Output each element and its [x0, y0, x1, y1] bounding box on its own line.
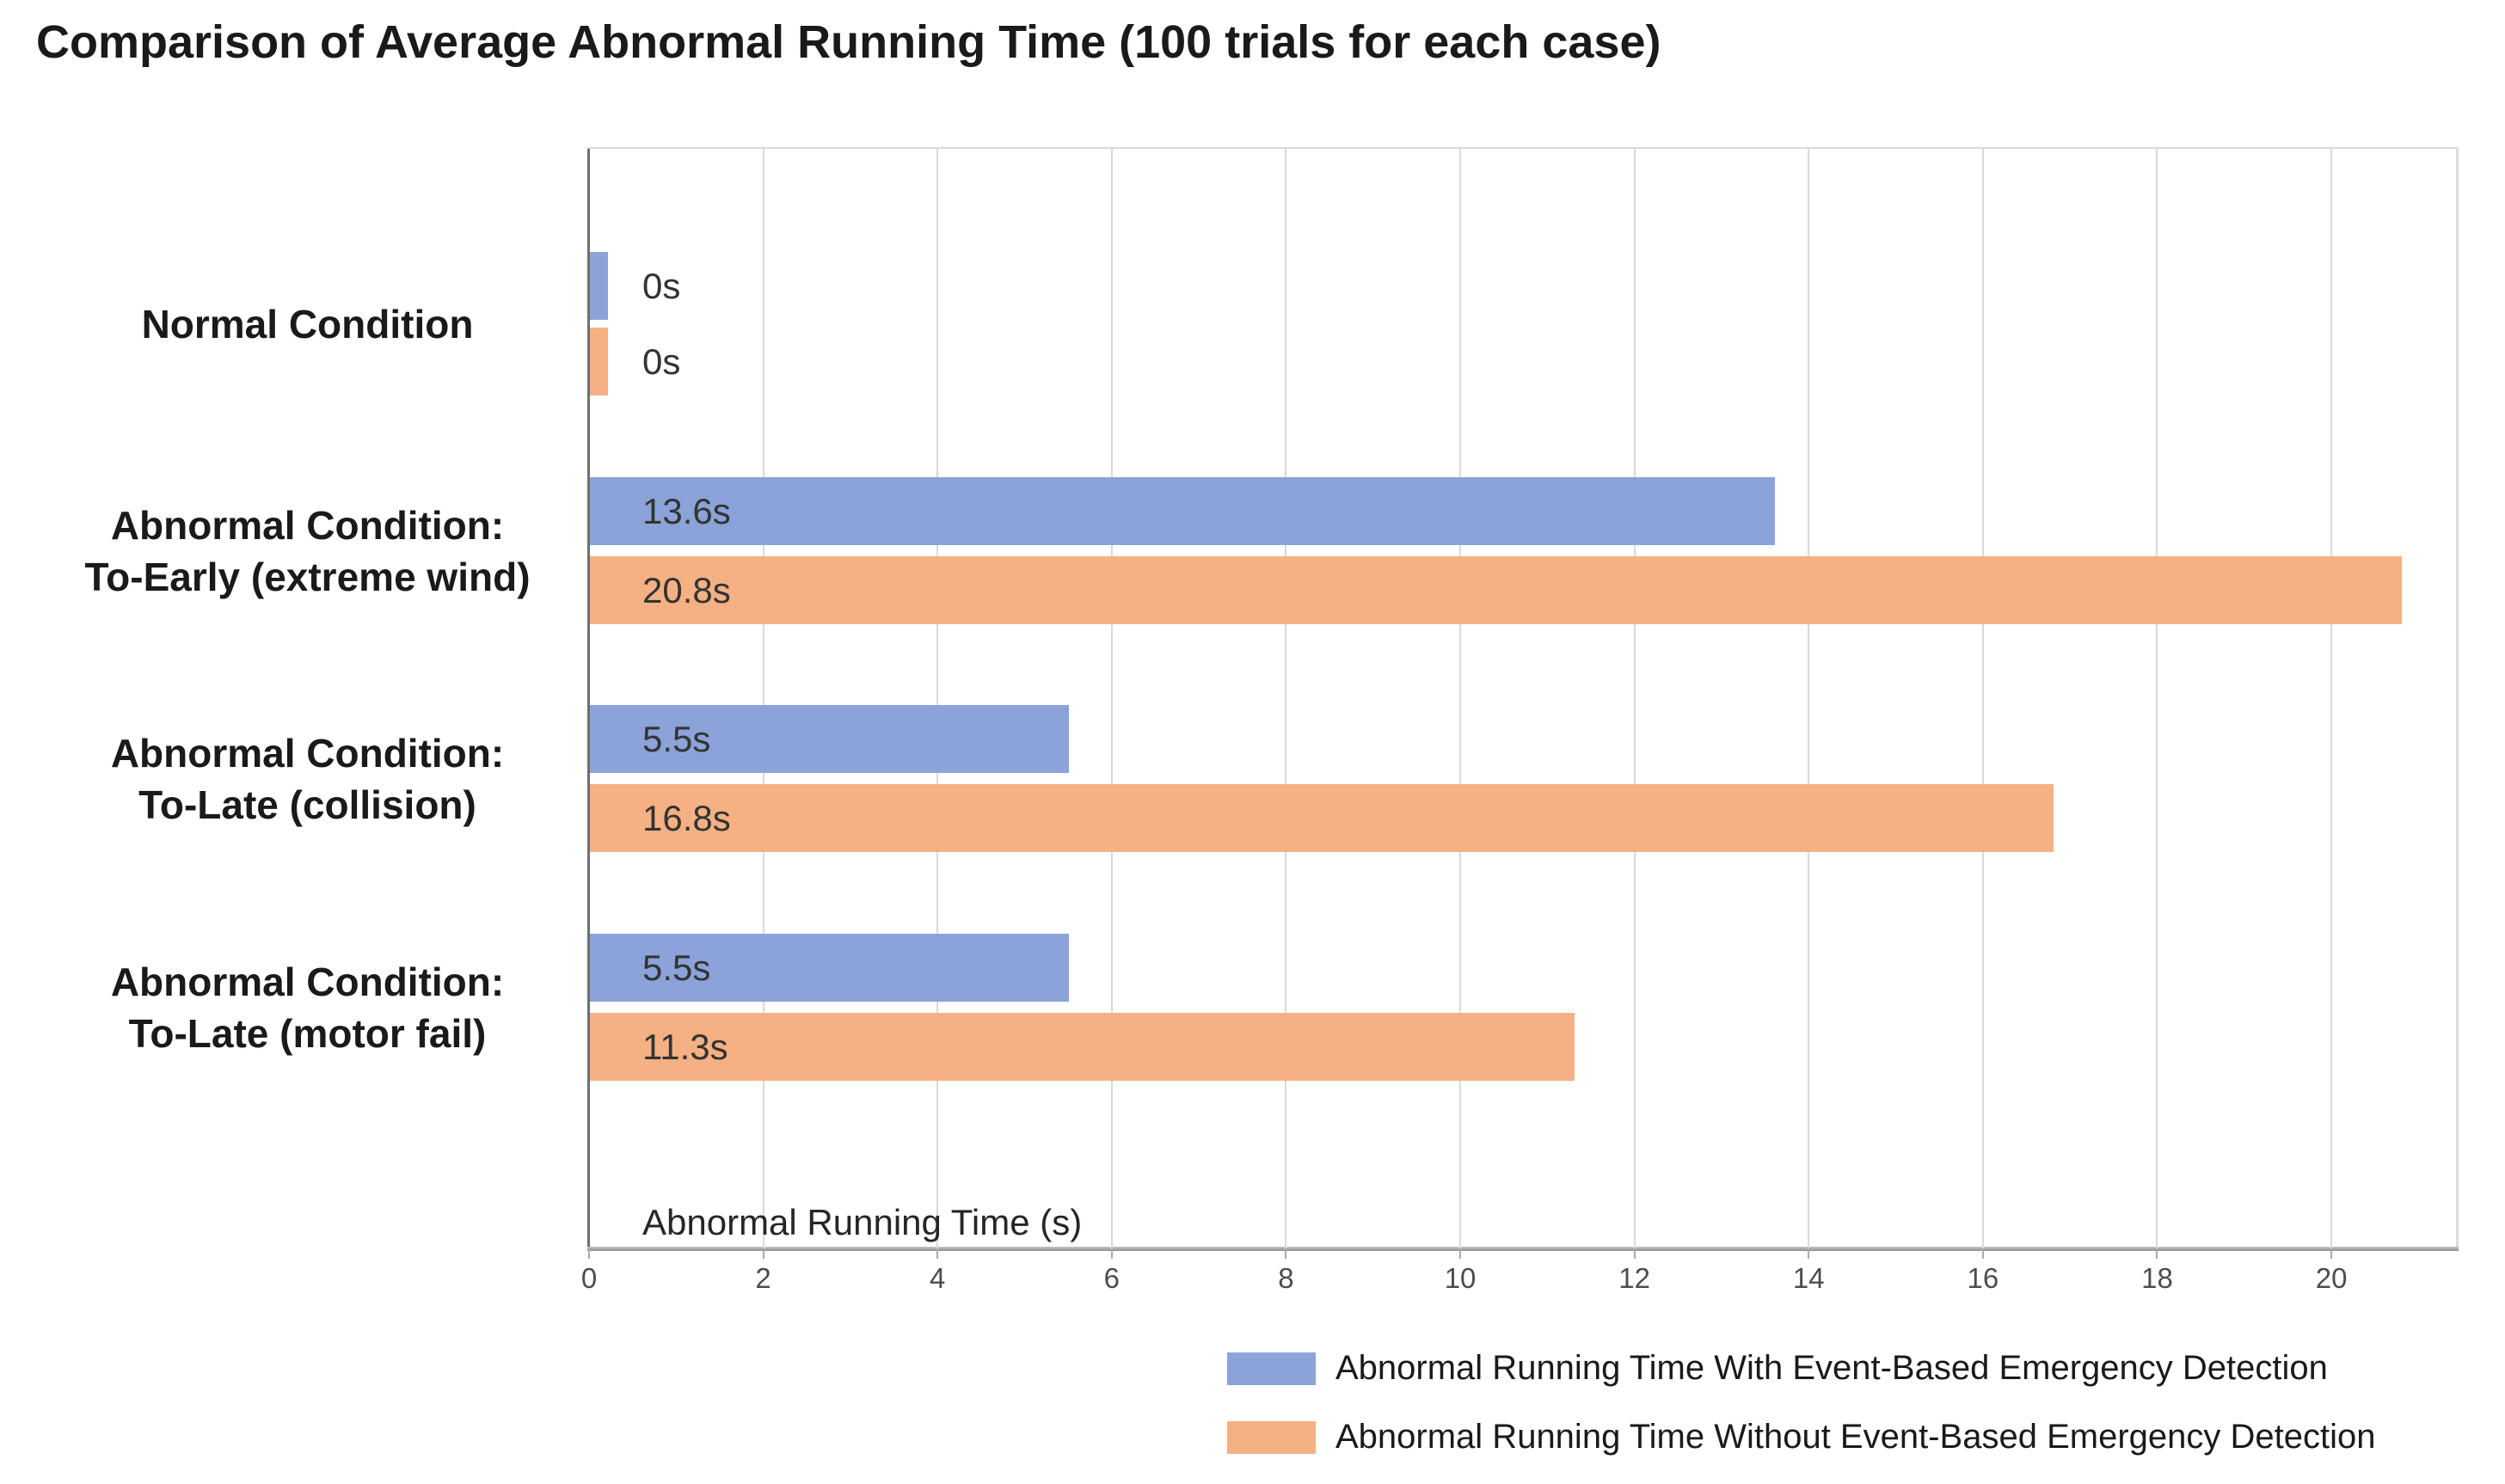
category-label-line: Abnormal Condition:	[110, 730, 505, 776]
bar-value-label: 5.5s	[642, 947, 711, 988]
bar-value-label: 11.3s	[642, 1026, 728, 1067]
gridline-10	[1459, 149, 1462, 1248]
gridline-6	[1110, 149, 1113, 1248]
plot-border-right	[2456, 147, 2459, 1248]
legend-item-without-detection: Abnormal Running Time Without Event-Base…	[1227, 1418, 2375, 1456]
tick-label-16: 16	[1967, 1262, 1999, 1294]
bar-value-label: 5.5s	[642, 718, 711, 759]
legend: Abnormal Running Time With Event-Based E…	[1227, 1349, 2375, 1456]
tick-label-8: 8	[1278, 1262, 1294, 1294]
gridline-14	[1808, 149, 1810, 1248]
bar-without-detection-2	[590, 784, 2054, 852]
tick-mark-12	[1633, 1248, 1636, 1259]
category-label-line: To-Early (extreme wind)	[84, 554, 531, 599]
gridline-18	[2156, 149, 2158, 1248]
bar-with-detection-1	[590, 477, 1775, 545]
bar-without-detection-3	[590, 1013, 1575, 1081]
gridline-2	[762, 149, 764, 1248]
gridline-4	[936, 149, 939, 1248]
plot-border-top	[587, 147, 2459, 149]
tick-mark-2	[762, 1248, 764, 1259]
tick-mark-18	[2156, 1248, 2158, 1259]
bar-value-label: 16.8s	[642, 797, 731, 838]
category-label-1: Abnormal Condition: To-Early (extreme win…	[43, 500, 572, 603]
x-axis-line	[587, 1247, 2459, 1251]
category-label-line: To-Late (collision)	[138, 782, 476, 827]
category-label-3: Abnormal Condition: To-Late (motor fail)	[43, 956, 572, 1059]
bar-without-detection-0	[590, 328, 608, 396]
x-axis-title: Abnormal Running Time (s)	[642, 1202, 1083, 1242]
category-label-0: Normal Condition	[43, 298, 572, 350]
category-label-line: Abnormal Condition:	[110, 959, 505, 1004]
category-label-line: Abnormal Condition:	[110, 502, 505, 548]
bar-value-label: 13.6s	[642, 490, 731, 531]
bar-value-label: 0s	[642, 265, 681, 306]
chart-title: Comparison of Average Abnormal Running T…	[36, 16, 1661, 68]
category-label-line: To-Late (motor fail)	[128, 1010, 487, 1056]
gridline-8	[1285, 149, 1287, 1248]
bar-value-label: 20.8s	[642, 569, 731, 610]
gridline-16	[1981, 149, 1984, 1248]
tick-mark-20	[2330, 1248, 2333, 1259]
tick-mark-4	[936, 1248, 939, 1259]
tick-mark-0	[588, 1248, 590, 1259]
legend-item-with-detection: Abnormal Running Time With Event-Based E…	[1227, 1349, 2375, 1388]
bar-with-detection-2	[590, 705, 1070, 773]
bar-with-detection-0	[590, 252, 608, 320]
tick-label-14: 14	[1792, 1262, 1825, 1294]
legend-label-with-detection: Abnormal Running Time With Event-Based E…	[1335, 1349, 2328, 1387]
tick-label-2: 2	[755, 1262, 771, 1294]
tick-label-12: 12	[1618, 1262, 1651, 1294]
tick-mark-14	[1808, 1248, 1810, 1259]
tick-mark-8	[1285, 1248, 1287, 1259]
tick-label-4: 4	[930, 1262, 946, 1294]
gridline-20	[2330, 149, 2333, 1248]
tick-label-10: 10	[1444, 1262, 1477, 1294]
bar-value-label: 0s	[642, 340, 681, 382]
tick-label-6: 6	[1103, 1262, 1120, 1294]
category-label-line: Normal Condition	[141, 301, 474, 346]
gridline-12	[1633, 149, 1636, 1248]
tick-mark-10	[1459, 1248, 1462, 1259]
tick-mark-6	[1110, 1248, 1113, 1259]
legend-swatch-orange	[1227, 1420, 1316, 1454]
legend-label-without-detection: Abnormal Running Time Without Event-Base…	[1335, 1418, 2376, 1456]
tick-label-0: 0	[580, 1262, 598, 1294]
category-label-2: Abnormal Condition: To-Late (collision)	[43, 727, 572, 831]
tick-label-18: 18	[2141, 1262, 2173, 1294]
legend-swatch-blue	[1227, 1352, 1316, 1385]
tick-label-20: 20	[2315, 1262, 2348, 1294]
y-axis-line	[587, 149, 590, 1251]
bar-without-detection-1	[590, 556, 2403, 624]
tick-mark-16	[1981, 1248, 1984, 1259]
bar-with-detection-3	[590, 934, 1070, 1002]
